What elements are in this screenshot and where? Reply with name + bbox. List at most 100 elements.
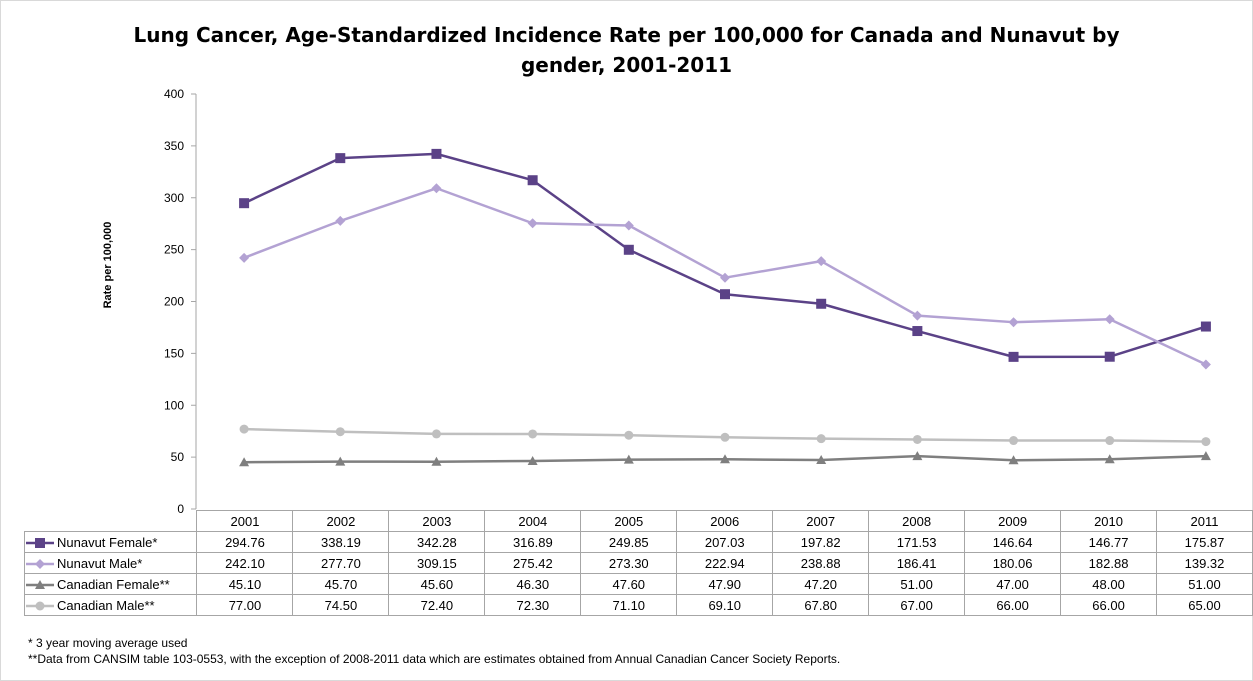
data-label: 139.32 <box>1156 552 1253 574</box>
data-label: 69.10 <box>676 594 774 616</box>
data-point <box>431 183 442 194</box>
data-label: 342.28 <box>388 531 486 553</box>
y-tick-label: 200 <box>164 295 184 309</box>
chart-title-line-2: gender, 2001-2011 <box>520 53 733 77</box>
y-tick-label: 50 <box>171 450 185 464</box>
data-label: 47.60 <box>580 573 678 595</box>
data-point <box>720 272 730 283</box>
data-label: 338.19 <box>292 531 390 553</box>
y-tick-label: 300 <box>164 191 184 205</box>
x-tick-label: 2007 <box>772 510 870 532</box>
data-label: 45.10 <box>196 573 294 595</box>
data-point <box>1104 454 1115 464</box>
footnote-moving-average: * 3 year moving average used <box>28 636 188 650</box>
data-point <box>1009 436 1019 446</box>
data-point <box>528 429 538 439</box>
data-label: 48.00 <box>1060 573 1158 595</box>
data-point <box>720 289 730 300</box>
data-label: 186.41 <box>868 552 966 574</box>
data-label: 47.20 <box>772 573 870 595</box>
x-tick-label: 2010 <box>1060 510 1158 532</box>
data-label: 197.82 <box>772 531 870 553</box>
x-tick-label: 2011 <box>1156 510 1253 532</box>
data-point <box>527 175 538 186</box>
y-tick-label: 250 <box>164 243 184 257</box>
chart-title: Lung Cancer, Age-Standardized Incidence … <box>0 20 1253 80</box>
legend-series-name: Canadian Female** <box>57 576 170 592</box>
data-point <box>431 456 442 466</box>
data-point <box>816 298 827 309</box>
x-tick-label: 2001 <box>196 510 294 532</box>
x-tick-label: 2008 <box>868 510 966 532</box>
data-label: 222.94 <box>676 552 774 574</box>
legend-key <box>26 559 54 570</box>
data-label: 249.85 <box>580 531 678 553</box>
table-corner-cell <box>25 511 197 532</box>
data-label: 67.80 <box>772 594 870 616</box>
data-label: 71.10 <box>580 594 678 616</box>
data-label: 207.03 <box>676 531 774 553</box>
y-tick-label: 100 <box>164 398 184 412</box>
legend-key-marker <box>35 538 45 549</box>
data-point <box>1200 451 1211 461</box>
data-label: 51.00 <box>868 573 966 595</box>
legend-entry: Nunavut Male* <box>23 552 198 574</box>
chart-title-line-1: Lung Cancer, Age-Standardized Incidence … <box>133 23 1120 47</box>
x-tick-label: 2009 <box>964 510 1062 532</box>
data-point <box>527 455 538 465</box>
data-point <box>816 256 827 267</box>
data-point <box>239 252 250 263</box>
data-point <box>239 198 250 209</box>
data-label: 74.50 <box>292 594 390 616</box>
data-point <box>912 451 923 461</box>
data-label: 275.42 <box>484 552 582 574</box>
data-label: 47.90 <box>676 573 774 595</box>
data-point <box>720 454 730 464</box>
data-point <box>1200 321 1211 332</box>
x-tick-label: 2003 <box>388 510 486 532</box>
data-point <box>816 434 826 444</box>
data-point <box>720 432 730 442</box>
data-point <box>1008 351 1019 362</box>
table-row: Canadian Female** 45.10 45.70 45.60 46.30 47.… <box>23 573 1253 595</box>
x-tick-label: 2004 <box>484 510 582 532</box>
data-label: 47.00 <box>964 573 1062 595</box>
data-label: 51.00 <box>1156 573 1253 595</box>
data-point <box>1104 351 1115 362</box>
data-point <box>527 218 538 229</box>
data-table: 2001 2002 2003 2004 2005 2006 2007 2008 2009 2010… <box>23 510 1253 616</box>
data-point <box>431 429 441 439</box>
footnotes: * 3 year moving average used **Data from… <box>28 635 840 667</box>
data-label: 277.70 <box>292 552 390 574</box>
legend-key-marker <box>35 580 45 590</box>
data-point <box>1200 359 1211 370</box>
data-label: 294.76 <box>196 531 294 553</box>
data-label: 45.70 <box>292 573 390 595</box>
data-point <box>1008 455 1019 465</box>
data-label: 182.88 <box>1060 552 1158 574</box>
data-label: 67.00 <box>868 594 966 616</box>
data-label: 146.77 <box>1060 531 1158 553</box>
data-label: 46.30 <box>484 573 582 595</box>
legend-key-marker <box>35 601 45 611</box>
table-header-row: 2001 2002 2003 2004 2005 2006 2007 2008 2009 2010… <box>25 510 1253 532</box>
x-tick-label: 2006 <box>676 510 774 532</box>
data-label: 45.60 <box>388 573 486 595</box>
y-tick-label: 150 <box>164 346 184 360</box>
data-label: 180.06 <box>964 552 1062 574</box>
data-point <box>335 456 346 466</box>
table-row: Nunavut Female* 294.76 338.19 342.28 316.89 2… <box>23 531 1253 553</box>
data-label: 171.53 <box>868 531 966 553</box>
footnote-data-source: **Data from CANSIM table 103-0553, with … <box>28 652 841 666</box>
data-point <box>239 457 250 467</box>
legend-entry: Nunavut Female* <box>23 531 198 553</box>
legend-entry: Canadian Female** <box>23 573 198 595</box>
data-point <box>912 326 923 337</box>
legend-series-name: Nunavut Male* <box>57 555 143 571</box>
x-tick-label: 2005 <box>580 510 678 532</box>
series-line-0 <box>243 152 1207 359</box>
data-point <box>623 454 634 464</box>
data-point <box>335 427 345 437</box>
legend-key <box>26 601 54 611</box>
data-point <box>335 153 346 164</box>
